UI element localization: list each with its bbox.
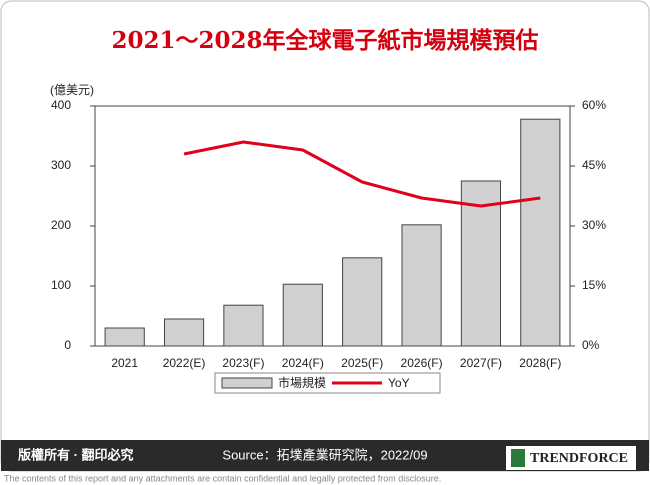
x-tick-label: 2028(F) (519, 356, 561, 370)
y-tick-label: 0 (64, 338, 71, 352)
y-axis-title: (億美元) (50, 83, 94, 97)
x-tick-label: 2023(F) (222, 356, 264, 370)
logo-icon (511, 449, 525, 467)
y-tick-label: 200 (51, 218, 71, 232)
y-tick-label: 400 (51, 98, 71, 112)
source: Source：拓墣產業研究院，2022/09 (222, 447, 427, 462)
y2-tick-label: 0% (582, 338, 600, 352)
bar (401, 224, 442, 347)
copyright: 版權所有 · 翻印必究 (18, 447, 134, 462)
logo-bg (506, 446, 636, 470)
line (183, 140, 541, 208)
chart-title: 2021～2028年全球電子紙市場規模預估 (111, 27, 538, 54)
bar (282, 283, 323, 347)
y2-tick-label: 45% (582, 158, 606, 172)
legend-label: YoY (388, 376, 410, 390)
bar (163, 318, 205, 347)
y2-tick-label: 30% (582, 218, 606, 232)
logo: TRENDFORCE (530, 451, 628, 466)
x-tick-label: 2027(F) (460, 356, 502, 370)
bar (342, 257, 383, 347)
bar (520, 118, 561, 347)
y-tick-label: 100 (51, 278, 71, 292)
bar (104, 327, 145, 347)
disclaimer: The contents of this report and any atta… (4, 473, 441, 483)
legend-label: 市場規模 (278, 375, 326, 390)
bar (460, 180, 502, 347)
x-tick-label: 2024(F) (282, 356, 324, 370)
x-tick-label: 2021 (111, 356, 138, 370)
y2-tick-label: 60% (582, 98, 606, 112)
bar (223, 304, 264, 347)
legend-swatch (221, 377, 273, 389)
x-tick-label: 2026(F) (401, 356, 443, 370)
x-tick-label: 2022(E) (163, 356, 206, 370)
x-tick-label: 2025(F) (341, 356, 383, 370)
y-tick-label: 300 (51, 158, 71, 172)
y2-tick-label: 15% (582, 278, 606, 292)
